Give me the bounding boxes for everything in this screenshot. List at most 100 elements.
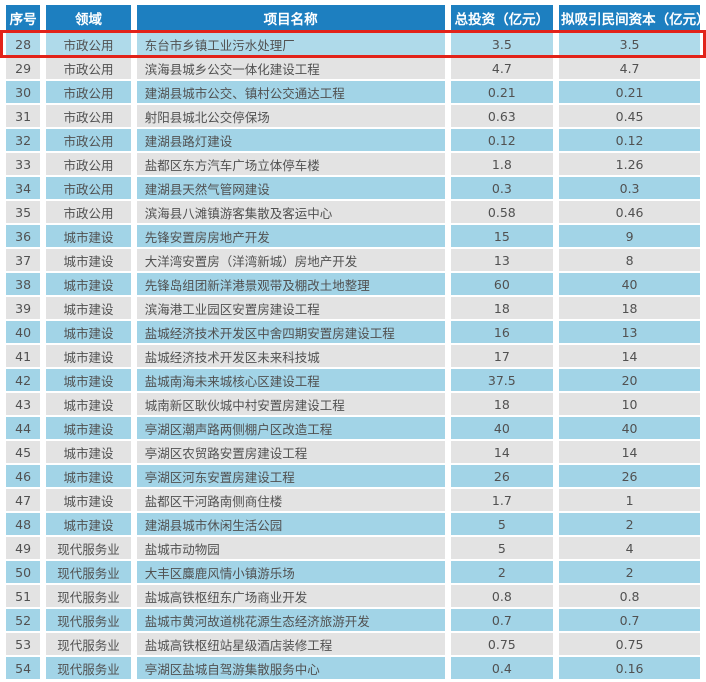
cell-index: 44 bbox=[6, 417, 41, 439]
cell-index: 34 bbox=[6, 177, 41, 199]
table-row: 51 现代服务业 盐城高铁枢纽东广场商业开发 0.8 0.8 bbox=[6, 585, 700, 607]
cell-project-name: 盐城市黄河故道桃花源生态经济旅游开发 bbox=[136, 609, 445, 631]
cell-private-capital: 13 bbox=[559, 321, 700, 343]
cell-field: 市政公用 bbox=[46, 201, 131, 223]
cell-index: 41 bbox=[6, 345, 41, 367]
cell-private-capital: 0.45 bbox=[559, 105, 700, 127]
cell-investment: 18 bbox=[450, 393, 554, 415]
cell-index: 31 bbox=[6, 105, 41, 127]
cell-field: 市政公用 bbox=[46, 153, 131, 175]
cell-project-name: 盐城高铁枢纽东广场商业开发 bbox=[136, 585, 445, 607]
cell-index: 53 bbox=[6, 633, 41, 655]
cell-investment: 5 bbox=[450, 513, 554, 535]
cell-field: 现代服务业 bbox=[46, 561, 131, 583]
table-row: 48 城市建设 建湖县城市休闲生活公园 5 2 bbox=[6, 513, 700, 535]
table-row: 49 现代服务业 盐城市动物园 5 4 bbox=[6, 537, 700, 559]
cell-field: 市政公用 bbox=[46, 105, 131, 127]
cell-investment: 0.12 bbox=[450, 129, 554, 151]
cell-field: 市政公用 bbox=[46, 129, 131, 151]
cell-private-capital: 10 bbox=[559, 393, 700, 415]
col-header-index: 序号 bbox=[6, 5, 41, 31]
cell-private-capital: 8 bbox=[559, 249, 700, 271]
cell-private-capital: 0.3 bbox=[559, 177, 700, 199]
cell-index: 33 bbox=[6, 153, 41, 175]
cell-private-capital: 0.8 bbox=[559, 585, 700, 607]
cell-project-name: 大丰区麋鹿风情小镇游乐场 bbox=[136, 561, 445, 583]
table-row: 28 市政公用 东台市乡镇工业污水处理厂 3.5 3.5 bbox=[6, 33, 700, 55]
cell-private-capital: 20 bbox=[559, 369, 700, 391]
cell-project-name: 城南新区耿伙城中村安置房建设工程 bbox=[136, 393, 445, 415]
cell-private-capital: 0.46 bbox=[559, 201, 700, 223]
cell-private-capital: 0.7 bbox=[559, 609, 700, 631]
table-row: 46 城市建设 亭湖区河东安置房建设工程 26 26 bbox=[6, 465, 700, 487]
cell-private-capital: 3.5 bbox=[559, 33, 700, 55]
table-row: 47 城市建设 盐都区干河路南侧商住楼 1.7 1 bbox=[6, 489, 700, 511]
cell-investment: 26 bbox=[450, 465, 554, 487]
cell-private-capital: 4.7 bbox=[559, 57, 700, 79]
cell-field: 市政公用 bbox=[46, 57, 131, 79]
cell-private-capital: 14 bbox=[559, 345, 700, 367]
col-header-investment: 总投资（亿元） bbox=[450, 5, 554, 31]
col-header-field: 领域 bbox=[46, 5, 131, 31]
table-row: 30 市政公用 建湖县城市公交、镇村公交通达工程 0.21 0.21 bbox=[6, 81, 700, 103]
cell-project-name: 盐城市动物园 bbox=[136, 537, 445, 559]
cell-private-capital: 18 bbox=[559, 297, 700, 319]
projects-table: 序号 领域 项目名称 总投资（亿元） 拟吸引民间资本（亿元） 28 市政公用 东… bbox=[0, 3, 706, 681]
cell-private-capital: 0.21 bbox=[559, 81, 700, 103]
cell-project-name: 盐城南海未来城核心区建设工程 bbox=[136, 369, 445, 391]
cell-field: 城市建设 bbox=[46, 417, 131, 439]
cell-private-capital: 0.75 bbox=[559, 633, 700, 655]
cell-investment: 1.8 bbox=[450, 153, 554, 175]
cell-investment: 37.5 bbox=[450, 369, 554, 391]
cell-field: 城市建设 bbox=[46, 297, 131, 319]
cell-investment: 14 bbox=[450, 441, 554, 463]
cell-field: 城市建设 bbox=[46, 273, 131, 295]
cell-investment: 0.4 bbox=[450, 657, 554, 679]
cell-investment: 4.7 bbox=[450, 57, 554, 79]
cell-investment: 60 bbox=[450, 273, 554, 295]
cell-field: 城市建设 bbox=[46, 321, 131, 343]
cell-investment: 13 bbox=[450, 249, 554, 271]
cell-project-name: 建湖县城市公交、镇村公交通达工程 bbox=[136, 81, 445, 103]
cell-field: 城市建设 bbox=[46, 369, 131, 391]
cell-private-capital: 0.16 bbox=[559, 657, 700, 679]
cell-investment: 17 bbox=[450, 345, 554, 367]
cell-private-capital: 0.12 bbox=[559, 129, 700, 151]
cell-investment: 16 bbox=[450, 321, 554, 343]
cell-index: 50 bbox=[6, 561, 41, 583]
cell-project-name: 建湖县路灯建设 bbox=[136, 129, 445, 151]
cell-index: 42 bbox=[6, 369, 41, 391]
cell-project-name: 建湖县天然气管网建设 bbox=[136, 177, 445, 199]
cell-investment: 0.58 bbox=[450, 201, 554, 223]
cell-investment: 0.3 bbox=[450, 177, 554, 199]
cell-index: 35 bbox=[6, 201, 41, 223]
cell-project-name: 盐城经济技术开发区未来科技城 bbox=[136, 345, 445, 367]
cell-project-name: 建湖县城市休闲生活公园 bbox=[136, 513, 445, 535]
cell-field: 城市建设 bbox=[46, 249, 131, 271]
cell-private-capital: 2 bbox=[559, 561, 700, 583]
cell-project-name: 亭湖区河东安置房建设工程 bbox=[136, 465, 445, 487]
cell-field: 城市建设 bbox=[46, 465, 131, 487]
cell-index: 52 bbox=[6, 609, 41, 631]
cell-investment: 0.8 bbox=[450, 585, 554, 607]
cell-project-name: 盐城经济技术开发区中舍四期安置房建设工程 bbox=[136, 321, 445, 343]
cell-field: 市政公用 bbox=[46, 33, 131, 55]
cell-investment: 18 bbox=[450, 297, 554, 319]
cell-private-capital: 14 bbox=[559, 441, 700, 463]
table-row: 38 城市建设 先锋岛组团新洋港景观带及棚改土地整理 60 40 bbox=[6, 273, 700, 295]
cell-investment: 40 bbox=[450, 417, 554, 439]
cell-private-capital: 1.26 bbox=[559, 153, 700, 175]
cell-field: 城市建设 bbox=[46, 225, 131, 247]
header-row: 序号 领域 项目名称 总投资（亿元） 拟吸引民间资本（亿元） bbox=[6, 5, 700, 31]
table-row: 50 现代服务业 大丰区麋鹿风情小镇游乐场 2 2 bbox=[6, 561, 700, 583]
cell-index: 38 bbox=[6, 273, 41, 295]
cell-index: 43 bbox=[6, 393, 41, 415]
table-row: 37 城市建设 大洋湾安置房（洋湾新城）房地产开发 13 8 bbox=[6, 249, 700, 271]
cell-private-capital: 2 bbox=[559, 513, 700, 535]
cell-investment: 0.63 bbox=[450, 105, 554, 127]
table-row: 45 城市建设 亭湖区农贸路安置房建设工程 14 14 bbox=[6, 441, 700, 463]
col-header-project-name: 项目名称 bbox=[136, 5, 445, 31]
cell-private-capital: 40 bbox=[559, 417, 700, 439]
table-row: 32 市政公用 建湖县路灯建设 0.12 0.12 bbox=[6, 129, 700, 151]
cell-private-capital: 1 bbox=[559, 489, 700, 511]
